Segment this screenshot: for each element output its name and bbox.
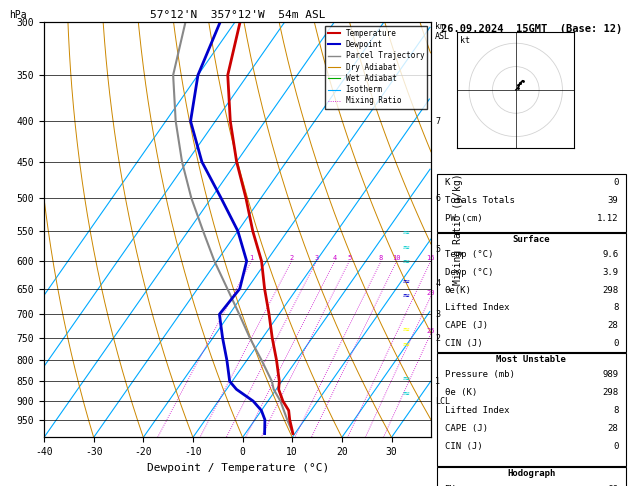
Text: 5: 5 xyxy=(435,245,440,254)
Text: EH: EH xyxy=(445,485,455,486)
Text: ≈: ≈ xyxy=(403,228,409,238)
Text: 3: 3 xyxy=(314,255,318,261)
Text: kt: kt xyxy=(460,36,470,45)
Text: 8: 8 xyxy=(613,406,618,415)
Text: km
ASL: km ASL xyxy=(435,22,450,41)
Text: CAPE (J): CAPE (J) xyxy=(445,321,487,330)
Text: 10: 10 xyxy=(392,255,401,261)
Text: 989: 989 xyxy=(602,370,618,379)
Text: ≈: ≈ xyxy=(403,277,409,287)
Text: 2: 2 xyxy=(435,333,440,343)
Text: Pressure (mb): Pressure (mb) xyxy=(445,370,515,379)
Title: 57°12'N  357°12'W  54m ASL: 57°12'N 357°12'W 54m ASL xyxy=(150,10,325,20)
Text: CAPE (J): CAPE (J) xyxy=(445,424,487,433)
Text: CIN (J): CIN (J) xyxy=(445,339,482,348)
Text: 20: 20 xyxy=(426,291,435,296)
Text: LCL: LCL xyxy=(435,397,450,405)
Text: 0: 0 xyxy=(613,339,618,348)
X-axis label: Dewpoint / Temperature (°C): Dewpoint / Temperature (°C) xyxy=(147,463,329,473)
Text: K: K xyxy=(445,178,450,187)
Text: Temp (°C): Temp (°C) xyxy=(445,250,493,259)
Text: 39: 39 xyxy=(608,196,618,205)
Text: Lifted Index: Lifted Index xyxy=(445,303,509,312)
Text: Hodograph: Hodograph xyxy=(507,469,555,478)
Text: ≈: ≈ xyxy=(403,340,409,350)
Text: Dewp (°C): Dewp (°C) xyxy=(445,268,493,277)
Text: 28: 28 xyxy=(608,321,618,330)
Text: ≈: ≈ xyxy=(403,374,409,384)
Text: 298: 298 xyxy=(602,286,618,295)
Text: Surface: Surface xyxy=(513,235,550,243)
Text: 0: 0 xyxy=(613,442,618,451)
Bar xyxy=(437,232,626,352)
Text: 2: 2 xyxy=(289,255,294,261)
Text: hPa: hPa xyxy=(9,10,27,20)
Text: PW (cm): PW (cm) xyxy=(445,214,482,223)
Text: 66: 66 xyxy=(608,485,618,486)
Text: 4: 4 xyxy=(435,279,440,288)
Text: 9.6: 9.6 xyxy=(602,250,618,259)
Text: ≈: ≈ xyxy=(403,326,409,335)
Text: Most Unstable: Most Unstable xyxy=(496,355,566,364)
Text: ≈: ≈ xyxy=(403,258,409,267)
Text: 7: 7 xyxy=(435,117,440,126)
Text: 16: 16 xyxy=(426,255,435,261)
Text: θe(K): θe(K) xyxy=(445,286,471,295)
Text: 1: 1 xyxy=(435,377,440,386)
Text: 1.12: 1.12 xyxy=(597,214,618,223)
Text: 0: 0 xyxy=(613,178,618,187)
Bar xyxy=(437,468,626,486)
Text: ≈: ≈ xyxy=(403,243,409,253)
Legend: Temperature, Dewpoint, Parcel Trajectory, Dry Adiabat, Wet Adiabat, Isotherm, Mi: Temperature, Dewpoint, Parcel Trajectory… xyxy=(325,26,427,108)
Text: 8: 8 xyxy=(613,303,618,312)
Text: ≈: ≈ xyxy=(403,292,409,301)
Text: CIN (J): CIN (J) xyxy=(445,442,482,451)
Text: Totals Totals: Totals Totals xyxy=(445,196,515,205)
Bar xyxy=(437,353,626,467)
Text: 3: 3 xyxy=(435,310,440,319)
Text: ≈: ≈ xyxy=(403,389,409,399)
Text: θe (K): θe (K) xyxy=(445,388,477,397)
Bar xyxy=(437,174,626,232)
Text: 25: 25 xyxy=(426,328,435,334)
Text: 6: 6 xyxy=(435,194,440,203)
Text: 28: 28 xyxy=(608,424,618,433)
Text: 3.9: 3.9 xyxy=(602,268,618,277)
Text: Mixing Ratio (g/kg): Mixing Ratio (g/kg) xyxy=(452,174,462,285)
Text: Lifted Index: Lifted Index xyxy=(445,406,509,415)
Text: 8: 8 xyxy=(379,255,383,261)
Text: 4: 4 xyxy=(333,255,337,261)
Text: 5: 5 xyxy=(347,255,352,261)
Text: 26.09.2024  15GMT  (Base: 12): 26.09.2024 15GMT (Base: 12) xyxy=(441,24,622,34)
Text: 1: 1 xyxy=(249,255,253,261)
Text: 298: 298 xyxy=(602,388,618,397)
